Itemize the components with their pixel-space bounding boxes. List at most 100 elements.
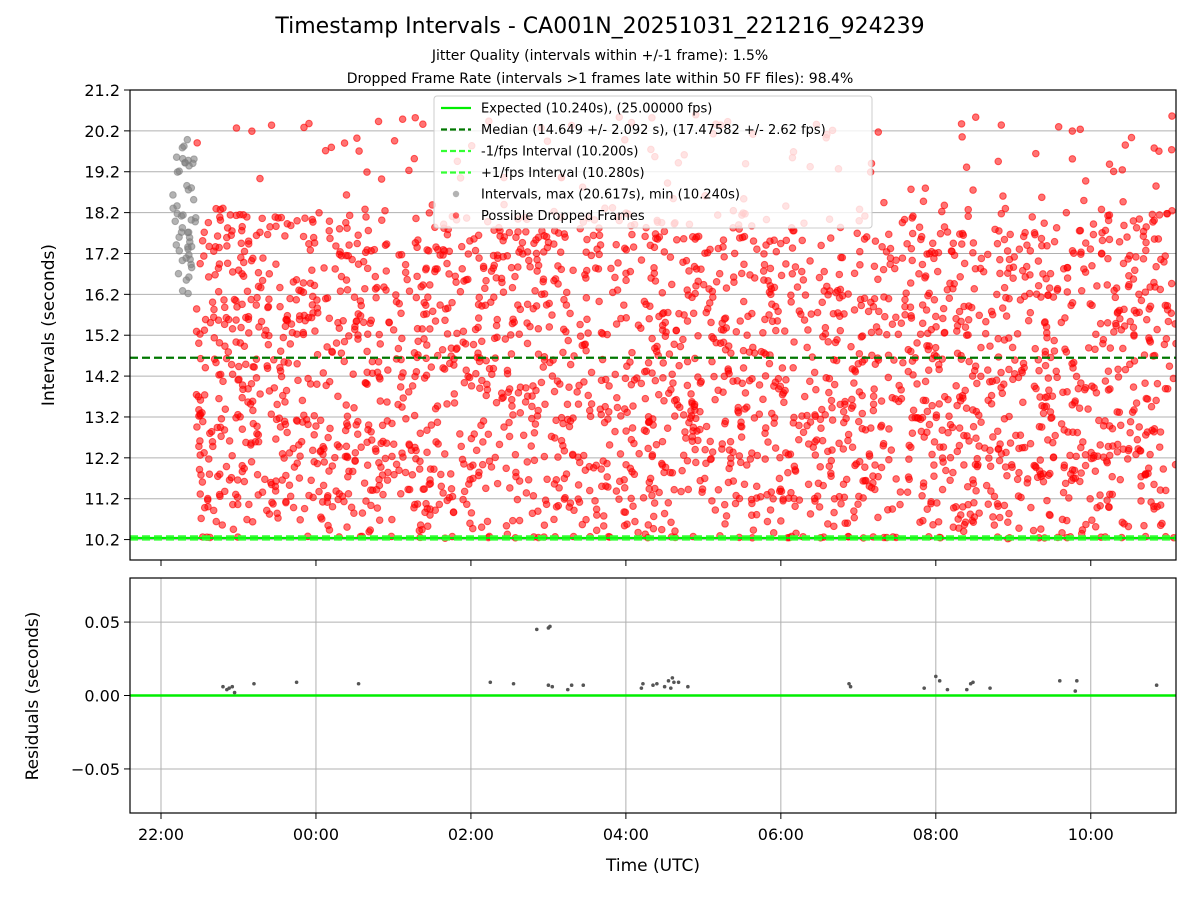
dropped-frame-point bbox=[1126, 428, 1134, 437]
dropped-frame-point bbox=[626, 267, 635, 276]
dropped-frame-point bbox=[679, 411, 688, 419]
dropped-frame-point bbox=[1121, 365, 1130, 374]
dropped-frame-point bbox=[1030, 382, 1039, 391]
dropped-frame-point bbox=[955, 424, 964, 432]
dropped-frame-point bbox=[931, 343, 940, 352]
dropped-frame-point bbox=[702, 459, 710, 468]
dropped-frame-point bbox=[1008, 343, 1017, 352]
dropped-frame-point bbox=[1037, 525, 1045, 533]
dropped-frame-point bbox=[854, 417, 863, 426]
dropped-frame-point bbox=[947, 247, 956, 255]
dropped-frame-point bbox=[332, 242, 340, 250]
dropped-frame-point bbox=[969, 422, 978, 431]
dropped-frame-point bbox=[949, 523, 958, 531]
dropped-frame-point bbox=[301, 316, 310, 325]
dropped-frame-point bbox=[560, 495, 569, 503]
dropped-frame-point bbox=[548, 311, 556, 319]
dropped-frame-point bbox=[209, 247, 218, 255]
dropped-frame-point bbox=[1141, 288, 1150, 296]
dropped-frame-point bbox=[907, 314, 916, 322]
dropped-frame-point bbox=[938, 454, 947, 462]
dropped-frame-point bbox=[810, 368, 819, 377]
dropped-frame-point bbox=[1119, 344, 1127, 353]
dropped-frame-point bbox=[915, 223, 924, 232]
residuals-points bbox=[221, 624, 1159, 695]
dropped-frame-point bbox=[801, 291, 810, 299]
dropped-frame-point bbox=[337, 272, 346, 281]
dropped-frame-point bbox=[1097, 205, 1106, 214]
dropped-frame-point bbox=[526, 263, 534, 271]
dropped-frame-point bbox=[1103, 318, 1112, 327]
dropped-frame-point bbox=[294, 441, 303, 449]
dropped-frame-point bbox=[353, 430, 362, 439]
dropped-frame-point bbox=[1119, 259, 1128, 268]
dropped-frame-point bbox=[1044, 471, 1053, 479]
dropped-frame-point bbox=[830, 380, 839, 389]
dropped-frame-point bbox=[379, 490, 387, 499]
dropped-frame-point bbox=[1160, 340, 1169, 349]
dropped-frame-point bbox=[867, 424, 875, 432]
interval-point bbox=[187, 263, 196, 272]
dropped-frame-point bbox=[1005, 255, 1014, 264]
dropped-frame-point bbox=[856, 261, 864, 269]
dropped-frame-point bbox=[325, 217, 334, 226]
dropped-frame-point bbox=[685, 267, 693, 275]
interval-point bbox=[189, 195, 198, 204]
dropped-frame-point bbox=[475, 468, 483, 477]
legend-label: Intervals, max (20.617s), min (10.240s) bbox=[481, 188, 740, 203]
dropped-frame-point bbox=[892, 475, 900, 483]
dropped-frame-point bbox=[1037, 193, 1046, 202]
dropped-frame-point bbox=[650, 499, 659, 507]
dropped-frame-point bbox=[254, 431, 263, 439]
dropped-frame-point bbox=[827, 396, 836, 405]
dropped-frame-point bbox=[981, 329, 990, 338]
dropped-frame-point bbox=[830, 522, 838, 531]
dropped-frame-point bbox=[222, 462, 231, 471]
dropped-frame-point bbox=[997, 121, 1006, 129]
dropped-frame-point bbox=[508, 283, 517, 292]
dropped-frame-point bbox=[341, 426, 350, 435]
dropped-frame-point bbox=[660, 227, 669, 236]
dropped-frame-point bbox=[507, 263, 516, 272]
dropped-frame-point bbox=[1051, 431, 1059, 440]
dropped-frame-point bbox=[460, 487, 469, 496]
dropped-frame-point bbox=[489, 251, 498, 260]
dropped-frame-point bbox=[1144, 464, 1153, 473]
dropped-frame-point bbox=[313, 380, 321, 388]
dropped-frame-point bbox=[1059, 388, 1067, 397]
dropped-frame-point bbox=[650, 264, 658, 272]
dropped-frame-point bbox=[233, 493, 242, 502]
dropped-frame-point bbox=[1106, 344, 1115, 352]
dropped-frame-point bbox=[874, 275, 882, 284]
dropped-frame-point bbox=[1005, 412, 1013, 421]
dropped-frame-point bbox=[984, 396, 992, 405]
dropped-frame-point bbox=[525, 256, 533, 265]
dropped-frame-point bbox=[208, 437, 217, 446]
residual-point bbox=[686, 684, 690, 689]
residual-point bbox=[922, 686, 926, 690]
dropped-frame-point bbox=[727, 349, 735, 357]
dropped-frame-point bbox=[897, 319, 906, 328]
dropped-frame-point bbox=[200, 503, 209, 512]
dropped-frame-point bbox=[997, 383, 1005, 392]
dropped-frame-point bbox=[607, 264, 615, 273]
dropped-frame-point bbox=[505, 385, 514, 393]
dropped-frame-point bbox=[1139, 227, 1148, 236]
dropped-frame-point bbox=[1108, 472, 1116, 481]
dropped-frame-point bbox=[950, 279, 959, 288]
dropped-frame-point bbox=[1077, 443, 1085, 452]
dropped-frame-point bbox=[237, 323, 245, 332]
dropped-frame-point bbox=[506, 331, 515, 339]
dropped-frame-point bbox=[528, 402, 536, 411]
dropped-frame-point bbox=[812, 436, 821, 444]
dropped-frame-point bbox=[233, 500, 242, 509]
dropped-frame-point bbox=[422, 371, 431, 380]
dropped-frame-point bbox=[626, 358, 634, 366]
dropped-frame-point bbox=[561, 233, 569, 241]
dropped-frame-point bbox=[1150, 278, 1158, 287]
dropped-frame-point bbox=[1135, 308, 1144, 317]
dropped-frame-point bbox=[985, 454, 993, 462]
dropped-frame-point bbox=[223, 242, 231, 250]
dropped-frame-point bbox=[998, 304, 1007, 312]
dropped-frame-point bbox=[818, 298, 827, 307]
